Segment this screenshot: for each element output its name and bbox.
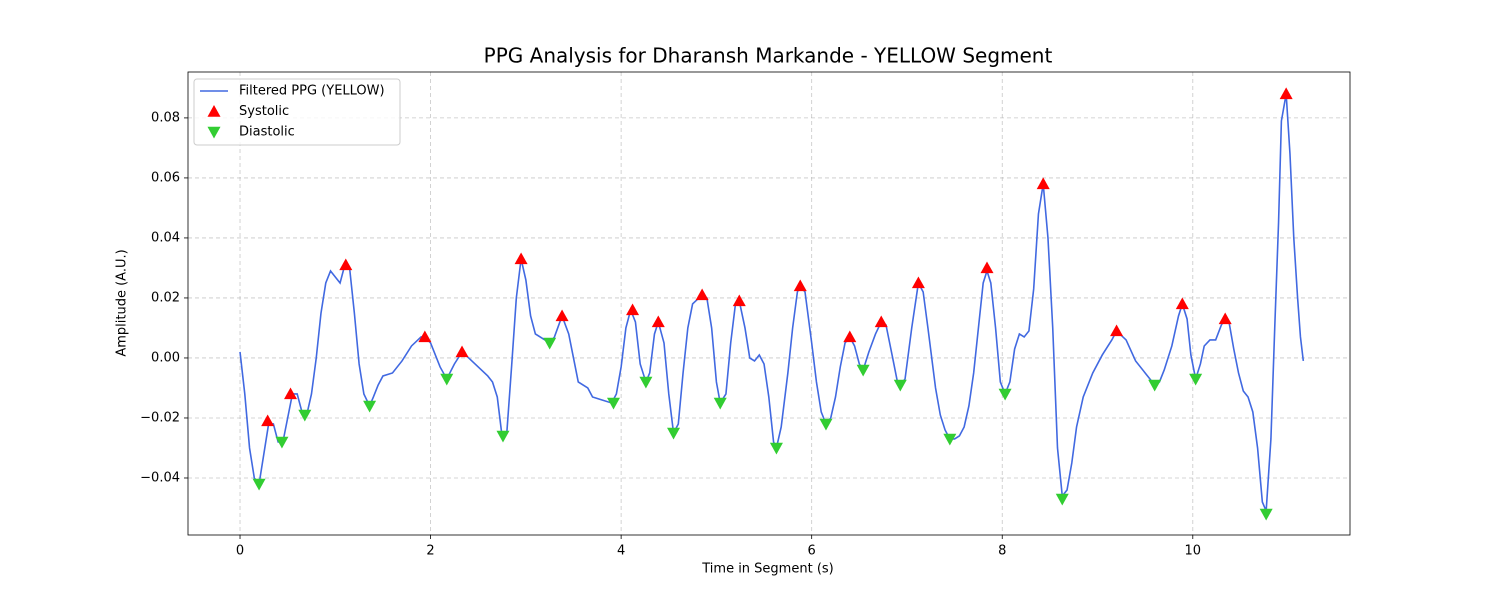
y-tick-label: 0.06: [151, 170, 180, 185]
marker: [732, 294, 746, 307]
marker: [1279, 87, 1293, 100]
marker: [874, 315, 888, 328]
marker: [1189, 373, 1203, 386]
y-tick-label: −0.04: [140, 470, 180, 485]
marker: [252, 478, 266, 491]
legend-swatch: [207, 105, 221, 117]
marker: [455, 345, 469, 358]
marker: [298, 409, 312, 422]
marker: [893, 379, 907, 392]
marker: [1259, 508, 1273, 521]
ppg-line: [239, 93, 1305, 512]
y-tick-label: 0.02: [151, 290, 180, 305]
y-tick-label: 0.04: [151, 230, 180, 245]
plot-frame: [187, 71, 1351, 536]
legend-label: Systolic: [239, 104, 289, 119]
marker: [339, 258, 353, 271]
marker: [856, 364, 870, 377]
marker: [626, 303, 640, 316]
legend-swatch: [207, 126, 221, 139]
marker: [639, 376, 653, 389]
marker: [769, 442, 783, 455]
marker: [1218, 312, 1232, 325]
marker: [261, 414, 275, 427]
y-axis-label: Amplitude (A.U.): [115, 249, 130, 356]
marker: [496, 430, 510, 443]
marker: [943, 433, 957, 446]
marker: [667, 427, 681, 440]
marker: [980, 261, 994, 274]
x-tick-label: 2: [426, 544, 434, 559]
marker: [911, 276, 925, 289]
legend-box: [193, 78, 401, 146]
marker: [713, 397, 727, 410]
marker: [819, 418, 833, 431]
marker: [793, 279, 807, 292]
x-tick-label: 0: [236, 544, 244, 559]
x-axis-label: Time in Segment (s): [701, 562, 833, 577]
y-tick-label: −0.02: [140, 410, 180, 425]
marker: [651, 315, 665, 328]
marker: [1175, 297, 1189, 310]
marker: [998, 388, 1012, 401]
x-tick-label: 4: [617, 544, 625, 559]
marker: [695, 288, 709, 301]
marker: [843, 330, 857, 343]
x-tick-label: 6: [808, 544, 816, 559]
marker: [543, 337, 557, 350]
marker: [1036, 177, 1050, 190]
marker: [555, 309, 569, 322]
marker: [440, 373, 454, 386]
legend-label: Diastolic: [239, 125, 295, 140]
marker: [1148, 379, 1162, 392]
marker: [1110, 324, 1124, 337]
x-tick-label: 10: [1185, 544, 1202, 559]
marker: [418, 330, 432, 343]
legend-label: Filtered PPG (YELLOW): [239, 84, 385, 99]
marker: [363, 400, 377, 413]
y-tick-label: 0.00: [151, 350, 180, 365]
y-tick-label: 0.08: [151, 110, 180, 125]
chart-title: PPG Analysis for Dharansh Markande - YEL…: [484, 44, 1053, 68]
x-tick-label: 8: [998, 544, 1006, 559]
marker: [514, 252, 528, 265]
marker: [275, 436, 289, 449]
marker: [284, 387, 298, 400]
marker: [607, 397, 621, 410]
marker: [1055, 493, 1069, 506]
